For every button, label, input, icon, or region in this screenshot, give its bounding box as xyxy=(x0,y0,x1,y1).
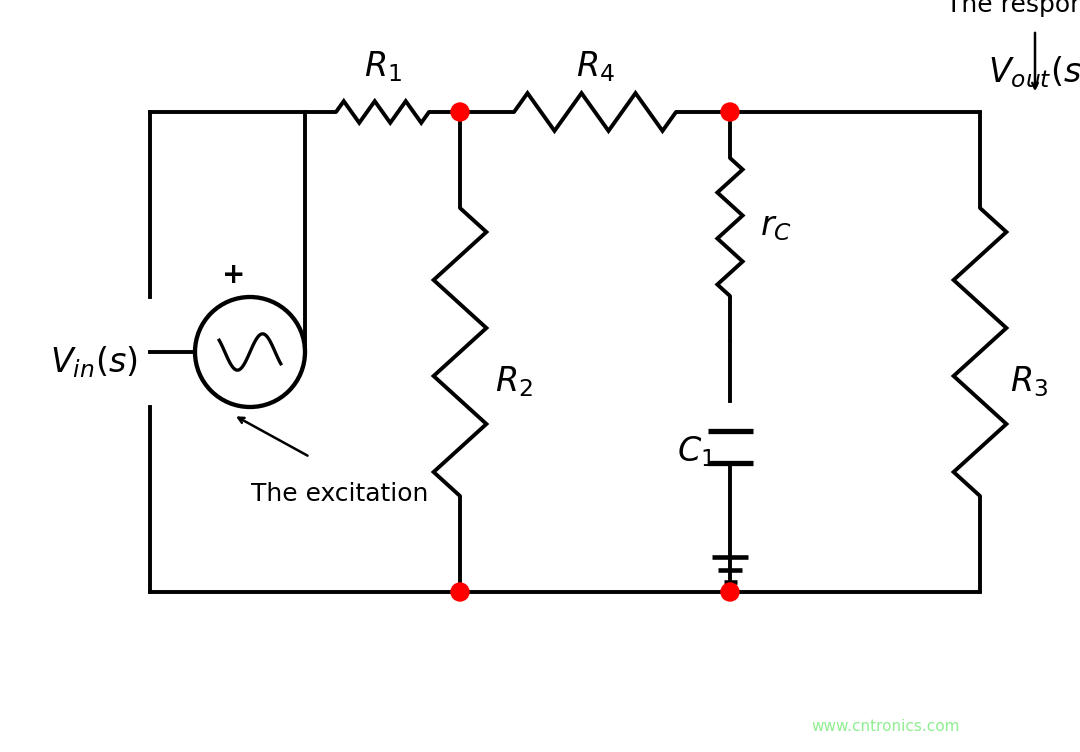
Text: www.cntronics.com: www.cntronics.com xyxy=(811,719,960,734)
Circle shape xyxy=(721,583,739,601)
Text: $R_4$: $R_4$ xyxy=(576,50,615,84)
Text: $C_1$: $C_1$ xyxy=(677,435,715,469)
Text: $V_{out}(s)$: $V_{out}(s)$ xyxy=(988,54,1080,90)
Circle shape xyxy=(451,583,469,601)
Text: $R_2$: $R_2$ xyxy=(495,365,532,399)
Circle shape xyxy=(721,103,739,121)
Text: $r_C$: $r_C$ xyxy=(760,211,792,243)
Text: The response: The response xyxy=(946,0,1080,17)
Text: $V_{in}(s)$: $V_{in}(s)$ xyxy=(51,344,138,380)
Circle shape xyxy=(451,103,469,121)
Text: $R_3$: $R_3$ xyxy=(1010,365,1048,399)
Text: $R_1$: $R_1$ xyxy=(364,50,402,84)
Text: +: + xyxy=(221,261,245,289)
Text: The excitation: The excitation xyxy=(252,482,429,506)
